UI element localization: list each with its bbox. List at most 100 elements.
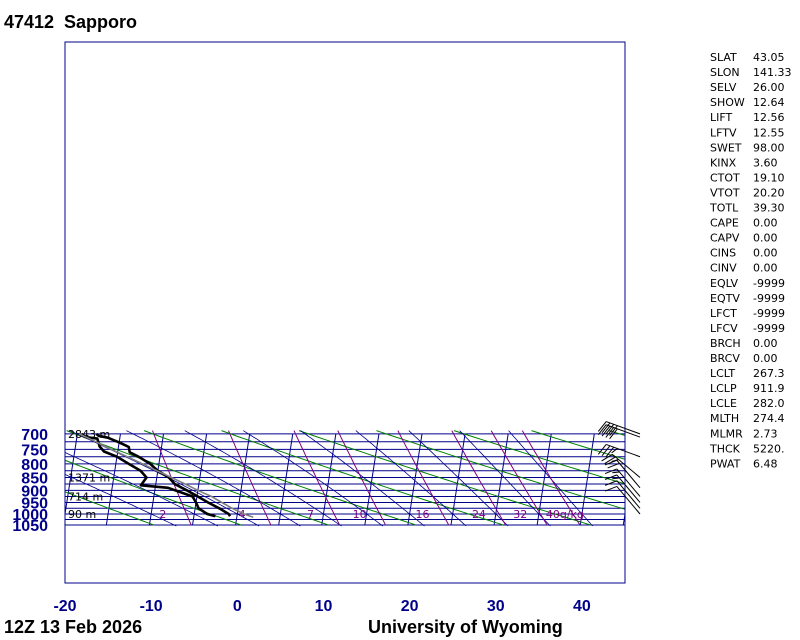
mixing-ratio-label: 7: [307, 508, 314, 521]
index-value: 911.9: [753, 382, 785, 395]
moist-adiabat-line: [65, 473, 177, 527]
index-name: SLAT: [710, 51, 737, 64]
dry-adiabat-line: [143, 430, 417, 526]
mixing-ratio-line: [293, 430, 341, 526]
wind-barb-feather: [609, 425, 618, 436]
mixing-ratio-line: [521, 430, 581, 526]
mixing-ratio-line: [337, 430, 386, 526]
wind-barb: [601, 453, 641, 478]
wind-barb: [604, 474, 641, 503]
index-value: 12.56: [753, 111, 785, 124]
moist-adiabat-line: [243, 430, 384, 527]
temperature-tick-label: 40: [573, 598, 591, 615]
wind-barb-staff: [616, 480, 641, 509]
pressure-tick-label: 850: [21, 470, 48, 487]
index-name: CAPE: [710, 217, 739, 230]
wind-barb-feather: [611, 448, 618, 454]
wind-barb-feather: [597, 444, 607, 455]
wind-barb-staff: [616, 459, 641, 489]
temperature-tick-label: 20: [401, 598, 419, 615]
index-name: LFCT: [710, 307, 737, 320]
index-name: LCLE: [710, 397, 737, 410]
index-value: 12.64: [753, 96, 785, 109]
dry-adiabat-line: [221, 430, 504, 526]
wind-barb-feather: [604, 468, 618, 475]
grid-layer: [65, 430, 625, 527]
index-name: BRCV: [710, 352, 740, 365]
index-value: -9999: [753, 322, 785, 335]
wind-barb-staff: [606, 443, 641, 458]
moist-adiabat-line: [126, 430, 301, 527]
index-name: CTOT: [710, 171, 740, 184]
index-value: 282.0: [753, 397, 785, 410]
moist-adiabat-line: [300, 430, 425, 527]
index-name: CINV: [710, 262, 737, 275]
temperature-tick-label: 10: [315, 598, 333, 615]
pressure-tick-label: 900: [21, 483, 48, 500]
pressure-tick-label: 700: [21, 427, 48, 444]
moist-adiabat-line: [65, 452, 218, 527]
isotherm-line: [105, 433, 121, 526]
wind-barb-staff: [616, 474, 641, 503]
index-value: 274.4: [753, 412, 785, 425]
mixing-ratio-label: 16: [415, 508, 429, 521]
wind-barb-feather: [605, 423, 615, 435]
index-value: 141.33: [753, 66, 792, 79]
index-value: 6.48: [753, 457, 778, 470]
wind-barb: [604, 480, 641, 509]
isotherm-line: [364, 433, 380, 526]
index-value: 0.00: [753, 337, 778, 350]
wind-barb: [597, 443, 641, 458]
temperature-line: [95, 432, 232, 517]
index-value: 5220.: [753, 442, 785, 455]
isotherm-line: [235, 433, 251, 526]
mixing-ratio-line: [490, 430, 548, 526]
wind-barb-feather: [612, 477, 620, 480]
wind-barb-feather: [605, 427, 615, 438]
index-name: EQLV: [710, 277, 739, 290]
wind-barb-staff: [606, 421, 641, 435]
index-value: 43.05: [753, 51, 785, 64]
index-value: 2.73: [753, 427, 778, 440]
index-name: PWAT: [710, 457, 741, 470]
index-value: -9999: [753, 307, 785, 320]
isotherm-line: [450, 433, 466, 526]
wind-barb-feather: [604, 480, 618, 486]
index-value: 0.00: [753, 262, 778, 275]
index-name: SWET: [710, 141, 742, 154]
wind-barb-feather: [607, 462, 620, 469]
index-name: LCLP: [710, 382, 737, 395]
index-name: LFCV: [710, 322, 738, 335]
observation-time: 12Z 13 Feb 2026: [4, 617, 142, 637]
index-value: 0.00: [753, 232, 778, 245]
station-name: Sapporo: [64, 12, 137, 32]
mixing-ratio-line: [228, 430, 272, 526]
index-value: 0.00: [753, 352, 778, 365]
wind-barb-staff: [616, 486, 641, 515]
wind-barbs: [597, 421, 641, 515]
index-name: CAPV: [710, 232, 740, 245]
pressure-tick-label: 750: [21, 442, 48, 459]
wind-barb-feather: [609, 428, 618, 440]
mixing-ratio-label: 24: [472, 508, 486, 521]
wind-barb-feather: [601, 425, 611, 437]
moist-adiabat-line: [459, 430, 551, 527]
isotherm-line: [278, 433, 294, 526]
pressure-tick-label: 800: [21, 457, 48, 474]
height-label: 90 m: [68, 508, 96, 521]
wind-barb: [604, 468, 641, 497]
temperature-tick-label: 30: [487, 598, 505, 615]
wind-barb-staff: [616, 468, 641, 497]
index-name: SLON: [710, 66, 740, 79]
height-label: 714 m: [68, 490, 103, 503]
moist-adiabat-line: [408, 430, 509, 527]
index-value: 267.3: [753, 367, 785, 380]
index-name: TOTL: [709, 202, 739, 215]
index-value: 98.00: [753, 141, 785, 154]
dry-adiabat-line: [453, 430, 625, 485]
mixing-ratio-label: 40g/kg: [546, 508, 584, 521]
index-name: CINS: [710, 247, 736, 260]
index-value: -9999: [753, 277, 785, 290]
